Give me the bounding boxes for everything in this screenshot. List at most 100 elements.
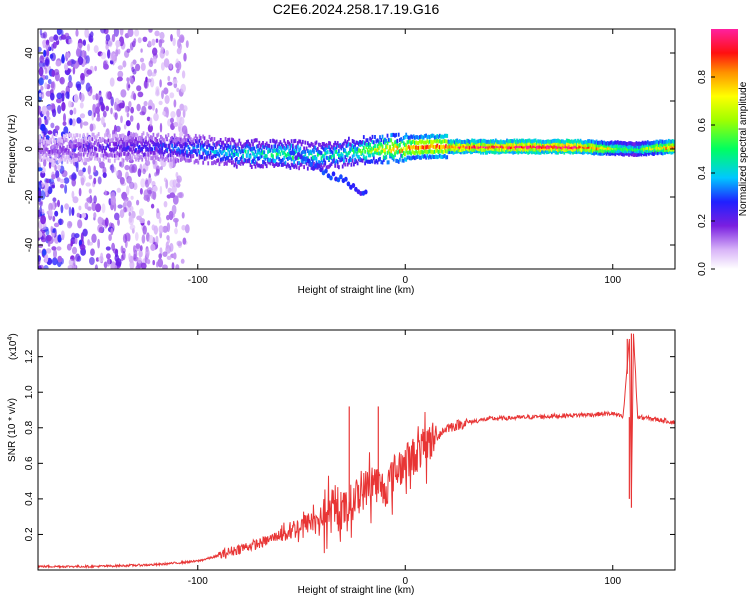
spectrogram-noise-blob [71,178,76,187]
spectrogram-band-cell [512,150,515,155]
spectrogram-band-cell [356,149,359,154]
spectrogram-noise-blob [104,217,109,227]
spectrogram-band-cell [371,147,374,152]
spectrogram-noise-blob [117,48,121,55]
spectrogram-band-cell [214,154,217,158]
spectrogram-band-cell [359,142,361,147]
spectrogram-band-cell [583,150,586,155]
spectrogram-noise-blob [86,69,93,75]
spectrogram-noise-blob [65,91,70,99]
spectrogram-band-cell [362,135,365,140]
spectrogram-band-cell [336,164,339,169]
spectrogram-band-cell [536,150,538,155]
spectrogram-band-cell [658,145,660,150]
spectrogram-band-cell [443,145,446,150]
spectrogram-noise-blob [115,40,121,48]
spectrogram-band-cell [480,141,482,146]
spectrogram-band-cell [126,145,129,150]
spectrogram-noise-blob [51,246,56,251]
spectrogram-band-cell [160,142,162,147]
spectrogram-noise-blob [73,173,77,180]
spectrogram-band-cell [345,141,348,146]
spectrogram-band-cell [216,158,218,163]
spectrogram-band-cell [85,142,88,147]
spectrogram-noise-blob [147,78,152,83]
spectrogram-noise-blob [93,177,97,185]
spectrogram-noise-blob [137,37,142,44]
spectrogram-band-cell [191,154,193,159]
spectrogram-band-cell [441,139,444,144]
spectrogram-noise-blob [90,248,95,256]
spectrogram-band-cell [295,146,298,151]
spectrogram-band-cell [323,158,325,163]
spectrogram-band-cell [560,150,563,154]
colorbar-tick-label: 0.2 [697,214,708,228]
spectrogram-band-cell [437,150,440,154]
spectrogram-band-cell [264,143,267,147]
spectrogram-band-cell [336,151,339,156]
spectrogram-noise-blob [66,220,73,229]
spectrogram-band-cell [56,149,59,154]
spectrogram-noise-blob [116,76,123,82]
spectrogram-band-cell [522,138,525,143]
spectrogram-band-cell [377,142,380,146]
spectrogram-noise-blob [128,164,135,174]
spectrogram-band-cell [319,150,322,155]
spectrogram-band-cell [438,139,441,144]
spectrogram-band-cell [631,142,634,146]
spectrogram-band-cell [543,150,546,155]
spectrogram-band-cell [381,148,384,153]
spectrogram-band-cell [470,150,472,155]
spectrogram-band-cell [487,139,490,144]
spectrogram-band-cell [608,141,610,146]
spectrogram-band-cell [374,160,376,165]
spectrogram-noise-blob [95,203,102,213]
spectrogram-band-cell [372,140,375,145]
spectrogram-band-cell [406,155,409,160]
spectrogram-band-cell [130,132,132,136]
spectrogram-band-cell [401,139,404,143]
spectrogram-band-cell [625,148,628,153]
spectrogram-band-cell [123,151,126,156]
spectrogram-band-cell [157,142,160,147]
spectrogram-band-cell [361,140,364,145]
spectrogram-band-cell [645,141,648,146]
spectrogram-band-cell [280,146,283,151]
spectrogram-band-cell [634,142,637,147]
spectrogram-band-cell [283,155,286,160]
spectrogram-band-cell [345,158,348,162]
spectrogram-band-cell [422,145,425,150]
spectrogram-noise-blob [164,95,170,104]
spectrogram-band-cell [156,148,159,153]
spectrogram-band-cell [40,154,43,159]
spectrogram-band-cell [222,140,225,145]
spectrogram-band-cell [409,139,411,144]
spectrogram-band-cell [56,139,59,144]
spectrogram-band-cell [270,144,273,149]
spectrogram-band-cell [128,139,131,144]
spectrogram-band-cell [512,141,515,146]
spectrogram-band-cell [539,139,542,144]
spectrogram-band-cell [421,135,424,140]
spectrogram-band-cell [282,162,284,167]
spectrogram-band-cell [99,147,101,152]
spectrogram-band-cell [507,142,510,147]
spectrogram-band-cell [298,161,300,166]
spectrogram-noise-blob [184,129,188,137]
spectrogram-band-cell [228,153,231,158]
spectrogram-band-cell [217,158,220,163]
spectrogram-band-cell [328,141,330,146]
spectrogram-band-cell [649,141,652,146]
spectrogram-noise-blob [130,106,135,114]
spectrogram-band-cell [181,156,183,161]
spectrogram-band-cell [263,145,266,150]
spectrogram-band-cell [214,149,217,154]
spectrogram-band-cell [72,133,75,138]
spectrogram-band-cell [49,153,51,157]
spectrogram-band-cell [186,137,188,142]
spectrogram-noise-blob [93,45,99,54]
spectrogram-band-cell [426,144,429,149]
spectrogram-band-cell [671,150,674,155]
spectrogram-band-cell [173,159,176,164]
spectrogram-band-cell [240,148,243,153]
